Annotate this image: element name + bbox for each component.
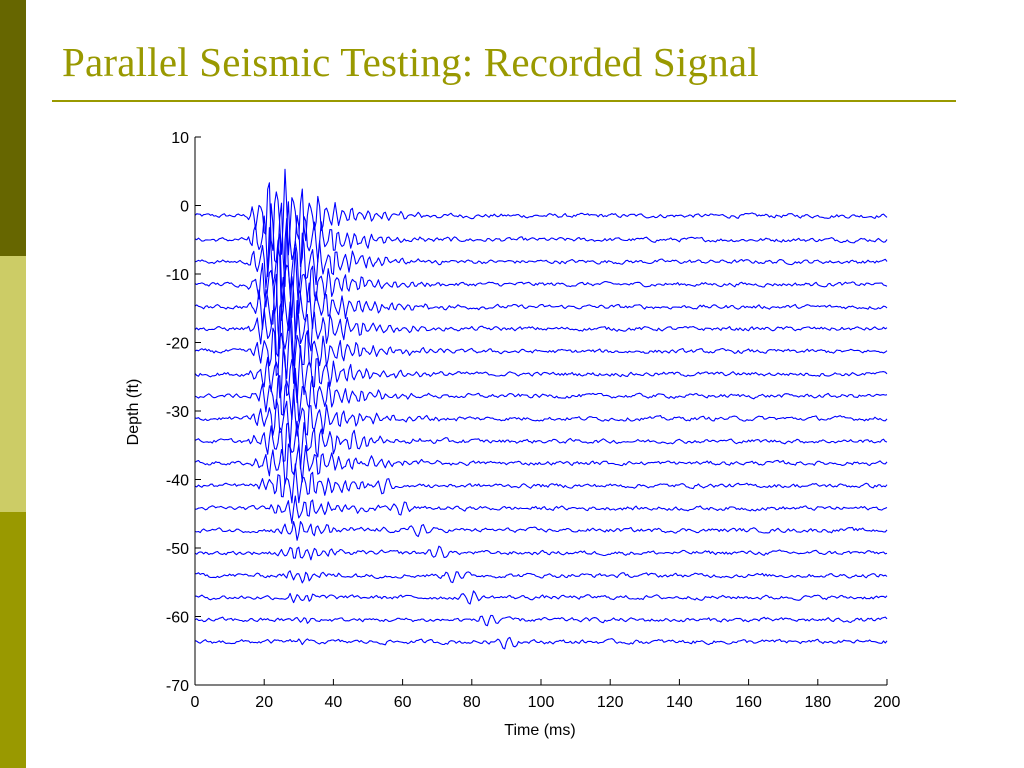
- seismic-trace: [194, 463, 888, 504]
- accent-bar-segment-middle: [0, 256, 26, 512]
- x-tick-label: 20: [255, 694, 273, 711]
- x-tick-label: 40: [325, 694, 343, 711]
- accent-bar-segment-top: [0, 0, 26, 256]
- y-tick-label: -40: [166, 473, 189, 490]
- seismic-trace: [195, 570, 888, 584]
- seismic-trace: [194, 520, 888, 541]
- y-tick-label: -30: [166, 404, 189, 421]
- seismic-trace: [194, 168, 888, 256]
- trace-group: [194, 168, 888, 650]
- seismic-trace: [194, 590, 888, 605]
- seismic-trace: [194, 300, 888, 367]
- y-tick-label: -60: [166, 610, 189, 627]
- accent-bar-segment-bottom: [0, 512, 26, 768]
- y-tick-label: -50: [166, 541, 189, 558]
- y-axis-label: Depth (ft): [125, 379, 142, 446]
- y-tick-label: -10: [166, 267, 189, 284]
- seismic-trace: [194, 614, 888, 627]
- y-tick-label: 0: [180, 199, 189, 216]
- y-tick-label: 10: [171, 130, 189, 147]
- seismic-trace: [194, 367, 888, 422]
- y-tick-label: -70: [166, 678, 189, 695]
- y-tick-label: -20: [166, 336, 189, 353]
- x-tick-label: 120: [597, 694, 624, 711]
- x-axis-label: Time (ms): [504, 722, 575, 739]
- slide-accent-bar: [0, 0, 26, 768]
- slide-title: Parallel Seismic Testing: Recorded Signa…: [62, 39, 759, 85]
- x-tick-label: 180: [804, 694, 831, 711]
- seismic-trace: [194, 636, 888, 650]
- seismic-trace: [194, 389, 888, 448]
- x-tick-label: 140: [666, 694, 693, 711]
- x-tick-label: 0: [191, 694, 200, 711]
- x-tick-label: 60: [394, 694, 412, 711]
- title-underline: [52, 100, 956, 102]
- seismic-trace: [194, 420, 888, 470]
- seismic-trace: [194, 201, 888, 287]
- seismic-trace: [194, 218, 888, 308]
- seismic-trace: [194, 345, 888, 404]
- x-tick-label: 160: [735, 694, 762, 711]
- seismic-trace: [194, 495, 888, 524]
- seismic-trace: [194, 245, 888, 321]
- seismic-trace: [194, 273, 888, 349]
- axes-group: 100-10-20-30-40-50-60-700 20 40 60 80 100 120 1…: [166, 130, 901, 711]
- seismic-trace: [194, 545, 888, 561]
- seismic-trace: [194, 443, 888, 485]
- x-tick-label: 100: [528, 694, 555, 711]
- x-tick-label: 200: [874, 694, 901, 711]
- x-tick-label: 80: [463, 694, 481, 711]
